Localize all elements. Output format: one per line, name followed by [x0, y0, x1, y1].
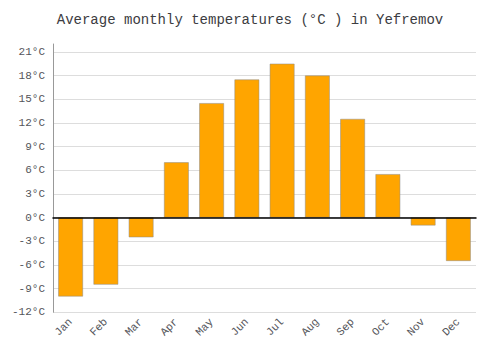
svg-text:Jan: Jan — [52, 316, 74, 338]
svg-text:Feb: Feb — [88, 316, 110, 338]
svg-text:Apr: Apr — [158, 316, 180, 338]
svg-text:Sep: Sep — [334, 316, 356, 338]
svg-text:-9°C: -9°C — [19, 283, 46, 295]
svg-text:Nov: Nov — [405, 316, 428, 339]
svg-text:Mar: Mar — [123, 316, 145, 338]
svg-text:May: May — [193, 316, 216, 339]
svg-text:9°C: 9°C — [25, 141, 45, 153]
svg-text:Jul: Jul — [264, 316, 286, 338]
svg-text:Dec: Dec — [440, 316, 462, 338]
svg-text:3°C: 3°C — [25, 188, 45, 200]
svg-text:-3°C: -3°C — [19, 235, 46, 247]
svg-text:Jun: Jun — [229, 316, 251, 338]
svg-text:12°C: 12°C — [19, 117, 46, 129]
svg-text:21°C: 21°C — [19, 46, 46, 58]
svg-text:Oct: Oct — [370, 316, 392, 338]
svg-text:-12°C: -12°C — [12, 306, 45, 318]
svg-text:15°C: 15°C — [19, 93, 46, 105]
svg-text:-6°C: -6°C — [19, 259, 46, 271]
svg-text:0°C: 0°C — [25, 212, 45, 224]
svg-text:Aug: Aug — [299, 316, 321, 338]
svg-text:Average monthly temperatures (: Average monthly temperatures (°C ) in Ye… — [57, 12, 443, 28]
svg-text:6°C: 6°C — [25, 164, 45, 176]
svg-text:18°C: 18°C — [19, 70, 46, 82]
